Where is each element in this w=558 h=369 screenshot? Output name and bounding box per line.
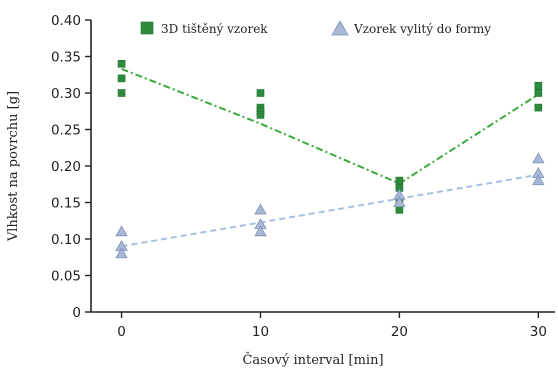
legend: 3D tištěný vzorek Vzorek vylitý do formy: [140, 20, 491, 36]
data-point-series-1: [534, 89, 543, 97]
x-tick-label: 0: [117, 324, 126, 340]
y-tick-label: 0.05: [51, 269, 81, 285]
axes: 0 0.05 0.10 0.15 0.20 0.25 0.30 0.35 0.40 0 10 20 30: [51, 13, 555, 340]
data-point-series-2: [115, 247, 128, 259]
data-points: [115, 59, 545, 259]
data-point-series-1: [117, 74, 126, 83]
y-tick-label: 0.30: [51, 86, 81, 102]
data-point-series-1: [117, 89, 126, 97]
y-tick-label: 0.15: [51, 196, 81, 212]
y-tick-label: 0.25: [51, 123, 81, 139]
data-point-series-1: [534, 103, 543, 112]
data-point-series-2: [532, 152, 545, 164]
data-point-series-2: [532, 174, 545, 186]
x-tick-label: 30: [530, 324, 547, 340]
data-point-series-2: [393, 196, 406, 208]
trend-line-1: [121, 67, 539, 185]
data-point-series-1: [395, 176, 404, 185]
legend-label: 3D tištěný vzorek: [161, 22, 268, 36]
data-point-series-2: [254, 225, 267, 237]
data-point-series-2: [254, 203, 267, 215]
data-point-series-1: [256, 89, 265, 97]
legend-marker-triangle: [331, 20, 349, 36]
data-point-series-1: [534, 81, 543, 90]
legend-marker-square: [140, 21, 154, 35]
y-tick-label: 0.35: [51, 50, 81, 66]
y-tick-label: 0.20: [51, 159, 81, 175]
legend-label: Vzorek vylitý do formy: [353, 22, 491, 36]
x-tick-label: 10: [252, 324, 269, 340]
data-point-series-1: [256, 111, 265, 119]
data-point-series-1: [117, 59, 126, 68]
x-axis-title: Časový interval [min]: [242, 351, 383, 368]
y-axis-title: Vlhkost na povrchu [g]: [6, 91, 21, 242]
trend-lines: [121, 67, 539, 248]
data-point-series-2: [115, 225, 128, 237]
trend-line-2: [121, 173, 539, 248]
y-tick-label: 0.40: [51, 13, 81, 29]
x-tick-label: 20: [391, 324, 408, 340]
y-tick-label: 0.10: [51, 232, 81, 248]
y-tick-label: 0: [72, 305, 81, 321]
data-point-series-1: [395, 206, 404, 214]
